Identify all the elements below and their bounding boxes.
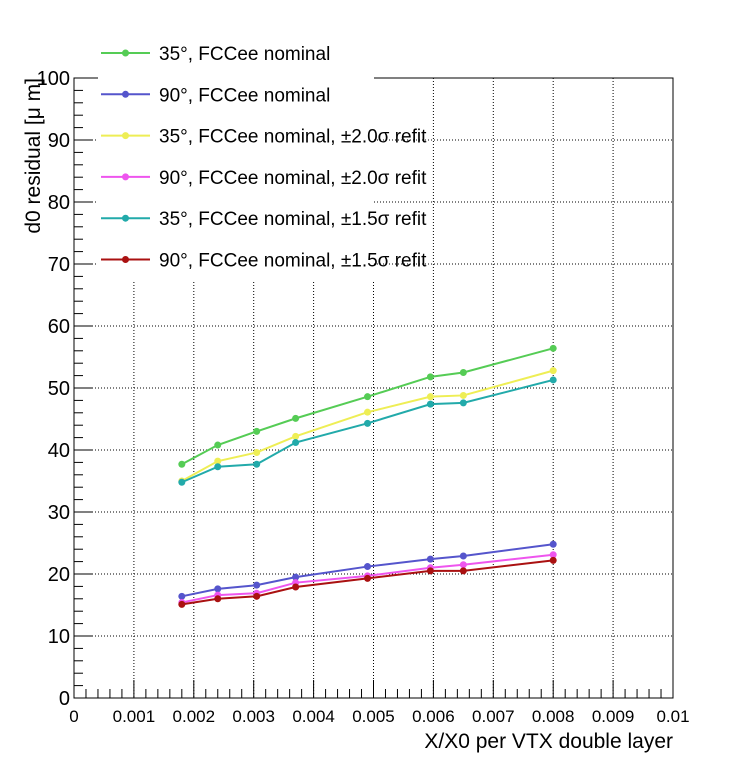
data-point — [253, 427, 261, 435]
data-point — [426, 555, 434, 563]
x-tick-label: 0.001 — [113, 707, 156, 726]
x-tick-label: 0.002 — [173, 707, 216, 726]
data-point — [178, 592, 186, 600]
data-point — [178, 600, 186, 608]
data-point — [549, 551, 557, 559]
data-point — [549, 540, 557, 548]
data-point — [459, 561, 467, 569]
y-tick-label: 70 — [48, 254, 70, 276]
y-tick-label: 90 — [48, 130, 70, 152]
data-point — [364, 419, 372, 427]
y-tick-label: 80 — [48, 192, 70, 214]
series-line — [181, 543, 554, 598]
data-point — [364, 574, 372, 582]
data-point — [549, 367, 557, 375]
data-point — [178, 478, 186, 486]
legend-marker — [122, 132, 129, 140]
y-axis-label: d0 residual [μ m] — [22, 78, 45, 234]
data-point — [459, 567, 467, 575]
x-tick-label: 0 — [69, 707, 78, 726]
series-line — [181, 369, 554, 482]
data-point — [459, 552, 467, 560]
legend-marker — [122, 90, 129, 98]
data-point — [292, 439, 300, 447]
data-point — [549, 344, 557, 352]
data-point — [459, 399, 467, 407]
y-tick-label: 60 — [48, 316, 70, 338]
data-point — [214, 595, 222, 603]
data-point — [292, 573, 300, 581]
data-point — [549, 556, 557, 564]
data-point — [253, 448, 261, 456]
legend-label: 35°, FCCee nominal, ±1.5σ refit — [159, 209, 427, 230]
series-layer — [178, 344, 557, 608]
y-tick-label: 20 — [48, 564, 70, 586]
legend-box — [98, 34, 374, 282]
data-point — [364, 408, 372, 416]
data-point — [426, 373, 434, 381]
data-point — [364, 563, 372, 571]
data-point — [549, 376, 557, 384]
legend-marker — [122, 173, 129, 181]
data-point — [459, 369, 467, 376]
legend-marker — [122, 256, 129, 263]
legend-label: 35°, FCCee nominal — [159, 44, 330, 65]
x-tick-label: 0.008 — [532, 707, 575, 726]
data-point — [214, 457, 222, 465]
data-point — [253, 592, 261, 600]
legend-label: 35°, FCCee nominal, ±2.0σ refit — [159, 127, 427, 148]
data-point — [253, 460, 261, 468]
series-line — [181, 378, 554, 484]
data-point — [292, 432, 300, 440]
y-tick-label: 30 — [48, 502, 70, 524]
y-tick-label: 0 — [59, 688, 70, 710]
data-point — [253, 581, 261, 589]
data-point — [292, 583, 300, 591]
legend-label: 90°, FCCee nominal, ±2.0σ refit — [159, 168, 427, 189]
legend-label: 90°, FCCee nominal, ±1.5σ refit — [159, 251, 427, 272]
series-line — [181, 553, 554, 604]
y-tick-label: 100 — [37, 68, 70, 90]
x-tick-label: 0.006 — [412, 707, 455, 726]
x-tick-label: 0.004 — [292, 707, 335, 726]
data-point — [214, 463, 222, 471]
data-point — [364, 393, 372, 401]
series-line — [181, 347, 554, 466]
x-axis-label: X/X0 per VTX double layer — [424, 730, 673, 753]
data-point — [426, 567, 434, 575]
legend-label: 90°, FCCee nominal — [159, 85, 330, 106]
x-tick-label: 0.007 — [472, 707, 515, 726]
x-tick-label: 0.005 — [352, 707, 395, 726]
data-point — [459, 391, 467, 399]
legend: 35°, FCCee nominal 90°, FCCee nominal 35°,… — [98, 34, 427, 282]
data-point — [426, 400, 434, 408]
legend-marker — [122, 49, 129, 57]
data-point — [214, 441, 222, 449]
axes: 0 0.001 0.002 0.003 0.004 0.005 0.006 0.007 0.00… — [37, 68, 690, 726]
data-point — [178, 460, 186, 468]
data-point — [292, 414, 300, 422]
y-tick-label: 10 — [48, 626, 70, 648]
series-line — [181, 559, 554, 606]
x-tick-label: 0.01 — [656, 707, 689, 726]
x-tick-label: 0.009 — [592, 707, 635, 726]
y-tick-label: 40 — [48, 440, 70, 462]
x-tick-label: 0.003 — [232, 707, 275, 726]
data-point — [426, 393, 434, 401]
data-point — [214, 585, 222, 593]
y-tick-label: 50 — [48, 378, 70, 400]
legend-marker — [122, 214, 129, 222]
